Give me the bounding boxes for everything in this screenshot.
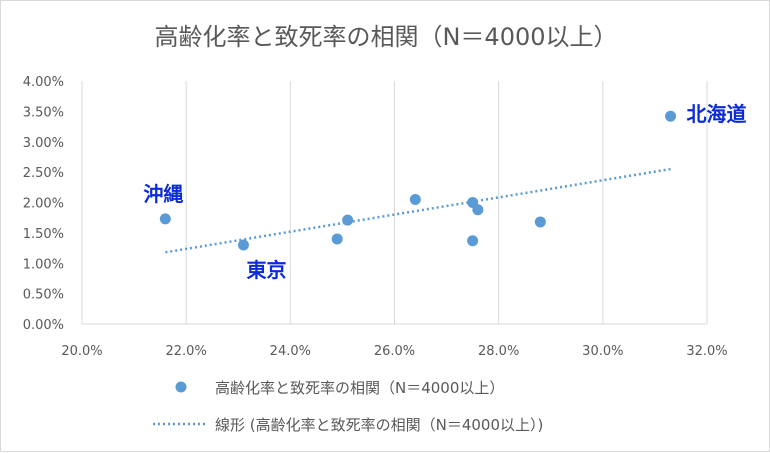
x-tick-label: 20.0% xyxy=(61,344,102,359)
y-tick-label: 2.00% xyxy=(23,197,64,212)
data-point xyxy=(665,110,677,122)
x-tick-label: 32.0% xyxy=(686,344,727,359)
y-tick-label: 1.50% xyxy=(23,227,64,242)
annotation-label: 北海道 xyxy=(687,102,747,126)
x-tick-label: 22.0% xyxy=(166,344,207,359)
annotation-label: 東京 xyxy=(246,258,286,282)
y-tick-label: 3.50% xyxy=(23,105,64,120)
x-tick-label: 24.0% xyxy=(270,344,311,359)
y-tick-label: 1.00% xyxy=(23,257,64,272)
x-tick-label: 26.0% xyxy=(374,344,415,359)
y-tick-label: 0.50% xyxy=(23,288,64,303)
data-point xyxy=(342,214,354,226)
chart-title: 高齢化率と致死率の相関（N＝4000以上） xyxy=(154,23,617,51)
data-point xyxy=(534,216,546,228)
data-point xyxy=(472,204,484,216)
y-tick-label: 2.50% xyxy=(23,166,64,181)
legend-label-scatter: 高齢化率と致死率の相関（N＝4000以上） xyxy=(215,379,504,397)
data-point xyxy=(467,235,479,247)
legend-marker-scatter xyxy=(175,381,187,393)
y-tick-label: 0.00% xyxy=(23,318,64,333)
trendline-layer xyxy=(165,167,671,254)
data-point xyxy=(409,193,421,205)
y-tick-label: 3.00% xyxy=(23,136,64,151)
x-tick-label: 30.0% xyxy=(582,344,623,359)
axes: 20.0% 22.0% 24.0% 26.0% 28.0% 30.0% 32.0% 0.00%… xyxy=(23,75,728,359)
data-point xyxy=(159,213,171,225)
gridlines xyxy=(81,81,708,324)
x-tick-label: 28.0% xyxy=(478,344,519,359)
data-points xyxy=(159,110,677,251)
y-tick-label: 4.00% xyxy=(23,75,64,90)
legend-label-trendline: 線形 (高齢化率と致死率の相関（N＝4000以上）) xyxy=(215,416,543,434)
data-point xyxy=(331,233,343,245)
trendline xyxy=(165,167,671,254)
legend: 高齢化率と致死率の相関（N＝4000以上） 線形 (高齢化率と致死率の相関（N＝… xyxy=(153,379,543,434)
data-point xyxy=(237,239,249,251)
annotation-label: 沖縄 xyxy=(143,182,183,206)
